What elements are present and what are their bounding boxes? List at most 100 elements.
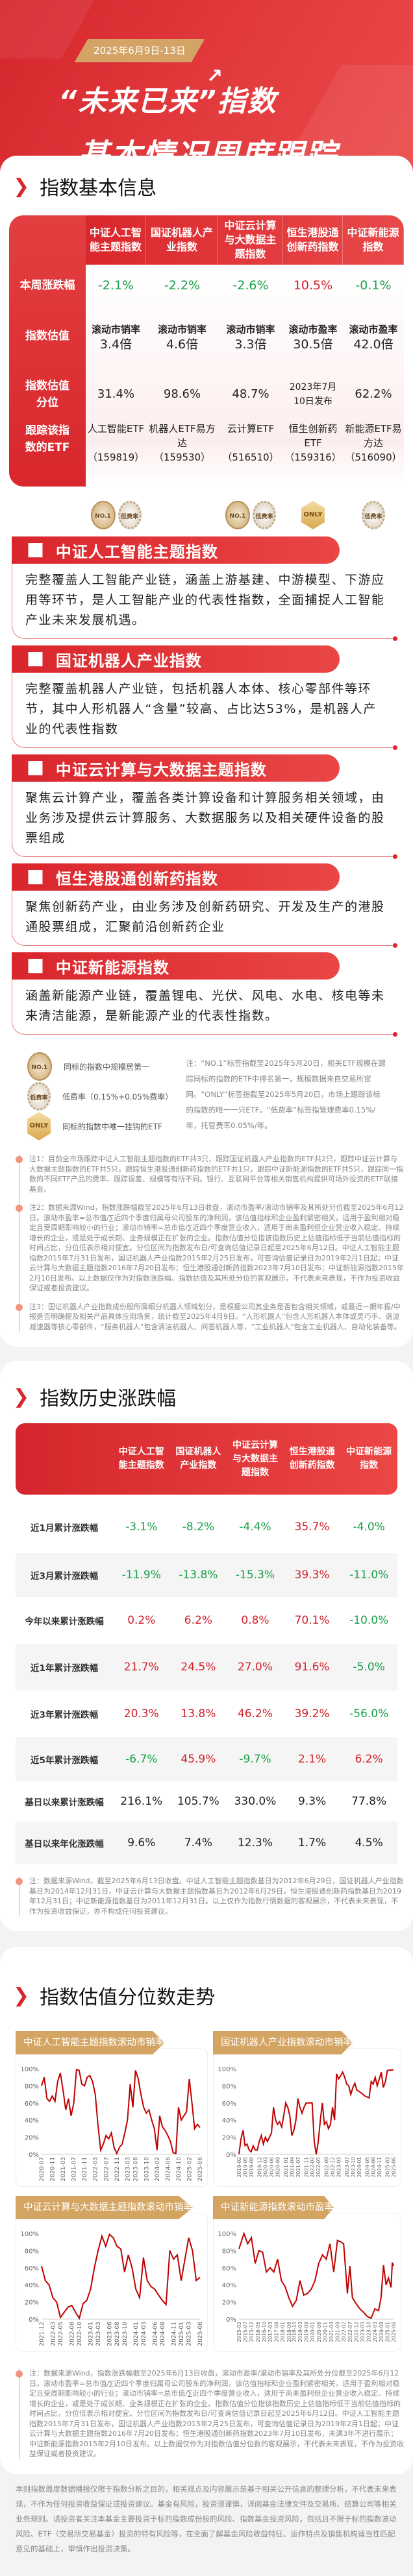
x-tick-label: 2023-08 — [114, 2322, 121, 2346]
cell-value: 39.3% — [294, 1569, 330, 1582]
x-tick-label: 2016-05 — [255, 2322, 261, 2342]
disclaimer: 本则指数周度数据播报仅限于指数分析之目的，相关观点及内容展示是基于相关公开信息的… — [16, 2484, 397, 2553]
weekly-change: -2.1% — [97, 278, 134, 293]
y-tick-label: 40% — [222, 2117, 236, 2125]
basic-info-card: ❯ 指数基本信息 中证人工智能主题指数 国证机器人产业指数 中证云计算与大数据主题指数… — [0, 156, 413, 1347]
x-tick-label: 2024-11 — [377, 2157, 382, 2178]
x-tick-label: 2022-02 — [341, 2322, 347, 2342]
cell-value: -11.0% — [349, 1569, 389, 1582]
valuation-type: 滚动市盈率 — [349, 324, 398, 335]
cell-value: 6.2% — [184, 1614, 212, 1627]
x-tick-label: 2022-12 — [330, 2157, 336, 2178]
cell-value: -4.0% — [353, 1521, 385, 1534]
cell-value: 13.8% — [181, 1707, 216, 1720]
x-tick-label: 2020-06 — [269, 2157, 275, 2178]
x-tick-label: 2021-12 — [39, 2322, 45, 2346]
valuation-card: ❯ 指数估值分位数走势 中证人工智能主题指数滚动市销率 0% 20% 40% 60% 80%… — [0, 1947, 413, 2474]
x-tick-label: 2025-06 — [197, 2322, 204, 2346]
cell-value: -4.4% — [239, 1521, 271, 1534]
column-header: 恒生港股通创新药指数 — [283, 215, 343, 265]
x-tick-label: 2025-06 — [391, 2157, 397, 2178]
x-tick-label: 2021-03 — [60, 2157, 67, 2182]
row-label: 近3月累计涨跌幅 — [31, 1571, 98, 1582]
low-fee-badge-icon: 低费率 — [27, 1082, 51, 1111]
x-tick-label: 2023-03 — [95, 2322, 102, 2346]
index-section: 📈 中证人工智能主题指数 完整覆盖人工智能产业链，涵盖上游基建、中游模型、下游应用等… — [12, 536, 397, 641]
x-tick-label: 2017-03 — [268, 2322, 273, 2342]
column-header: 中证人工智能主题指数 — [118, 1447, 164, 1471]
x-tick-label: 2025-03 — [186, 2322, 193, 2346]
section-header: 📈 中证新能源指数 — [12, 952, 340, 980]
cell-value: 6.2% — [355, 1753, 383, 1766]
x-tick-label: 2024-10 — [176, 2157, 182, 2182]
x-tick-label: 2023-01 — [88, 2322, 95, 2346]
cell-value: -6.7% — [125, 1753, 158, 1766]
x-tick-label: 2019-05 — [242, 2157, 248, 2178]
valuation-chart: 中证云计算与大数据主题指数滚动市销率 0% 20% 40% 60% 80% 100% 2021… — [16, 2196, 208, 2352]
valuation-percentile: 62.2% — [355, 387, 392, 401]
section-title: ❯ 指数基本信息 — [0, 170, 413, 202]
x-tick-label: 2024-03 — [372, 2322, 378, 2342]
note-paragraph: 注1：目前全市场跟踪中证人工智能主题指数的ETF共3只，跟踪国证机器人产业指数的… — [16, 1155, 403, 1194]
row-label: 基日以来年化涨跌幅 — [25, 1839, 104, 1849]
x-tick-label: 2024-11 — [171, 2322, 177, 2346]
chart-title: 中证新能源指数滚动市盈率 — [213, 2196, 334, 2219]
x-tick-label: 2020-11 — [322, 2322, 328, 2342]
x-tick-label: 2022-07 — [103, 2157, 110, 2182]
cell-value: 4.5% — [355, 1836, 383, 1849]
y-tick-label: 0% — [29, 2317, 39, 2324]
valuation-value: 42.0倍 — [353, 337, 394, 352]
table-row: 近3月累计涨跌幅 -11.9% -13.8% -15.3% 39.3% -11.0% — [16, 1553, 397, 1597]
y-tick-label: 100% — [218, 2231, 236, 2238]
no1-badge-icon: NO.1 — [90, 501, 116, 529]
legend-item: ONLY 同标的指数中唯一挂钩的ETF — [26, 1111, 173, 1141]
section-description: 涵盖新能源产业链，覆盖锂电、光伏、风电、水电、核电等未来清洁能源，是新能源产业的… — [12, 976, 397, 1037]
x-tick-label: 2015-07 — [243, 2322, 249, 2342]
section-header: 📈 国证机器人产业指数 — [12, 645, 340, 673]
x-tick-label: 2025-02 — [186, 2157, 193, 2182]
x-tick-label: 2023-05 — [360, 2322, 366, 2342]
table-row: 今年以来累计涨跌幅 0.2% 6.2% 0.8% 70.1% -10.0% — [16, 1597, 397, 1644]
line-chart: 0%20%40%60%80%100%2015-02 2015-07 2015-12 2… — [218, 2231, 397, 2342]
history-notes: 注：数据来源Wind，截至2025年6月13日收盘。中证人工智能主题指数基日为2… — [16, 1876, 404, 1916]
section-title: 国证机器人产业指数 — [55, 651, 202, 670]
percentile-series-line — [238, 2069, 394, 2155]
x-tick-label: 2021-04 — [329, 2322, 334, 2342]
x-tick-label: 2022-05 — [58, 2322, 64, 2346]
weekly-change: -2.6% — [232, 278, 269, 293]
x-tick-label: 2024-01 — [133, 2322, 140, 2346]
x-tick-label: 2021-07 — [295, 2157, 301, 2178]
row-label: 近3年累计涨跌幅 — [31, 1710, 98, 1720]
cell-value: 20.3% — [123, 1707, 159, 1720]
x-tick-label: 2022-07 — [347, 2322, 353, 2342]
chevron-right-icon: ❯ — [13, 1984, 30, 2007]
section-description: 聚焦云计算产业，覆盖各类计算设备和计算服务相关领域，由业务涉及提供云计算服务、大… — [12, 778, 397, 859]
x-tick-label: 2023-06 — [133, 2157, 140, 2182]
chart-frame — [213, 2213, 401, 2352]
y-tick-label: 100% — [20, 2231, 39, 2238]
x-tick-label: 2020-03 — [263, 2157, 269, 2178]
valuation-type: 滚动市销率 — [226, 324, 275, 335]
row-label: 近1年累计涨跌幅 — [31, 1663, 98, 1674]
y-tick-label: 20% — [222, 2300, 236, 2307]
etf-badges: ONLY — [283, 501, 343, 529]
percentile-series-line — [41, 2233, 201, 2320]
section-title: 中证人工智能主题指数 — [55, 542, 218, 561]
valuation-type: 滚动市盈率 — [288, 324, 338, 335]
x-tick-label: 2019-08 — [249, 2157, 255, 2178]
cell-value: 91.6% — [294, 1661, 330, 1674]
chevron-right-icon: ❯ — [13, 1385, 30, 1408]
cell-value: 7.4% — [184, 1836, 212, 1849]
cell-value: 24.5% — [181, 1661, 216, 1674]
cell-value: 70.1% — [294, 1614, 330, 1627]
y-tick-label: 0% — [29, 2152, 39, 2159]
valuation-value: 3.3倍 — [234, 337, 267, 352]
y-tick-label: 60% — [222, 2101, 236, 2108]
y-tick-label: 20% — [222, 2135, 236, 2142]
cell-value: -3.1% — [125, 1521, 158, 1534]
x-tick-label: 2025-01 — [384, 2322, 390, 2342]
row-label: 基日以来累计涨跌幅 — [25, 1798, 104, 1808]
x-tick-label: 2023-03 — [125, 2157, 131, 2182]
cell-value: -5.0% — [353, 1661, 385, 1674]
bar-chart-icon: 📈 — [27, 542, 44, 558]
